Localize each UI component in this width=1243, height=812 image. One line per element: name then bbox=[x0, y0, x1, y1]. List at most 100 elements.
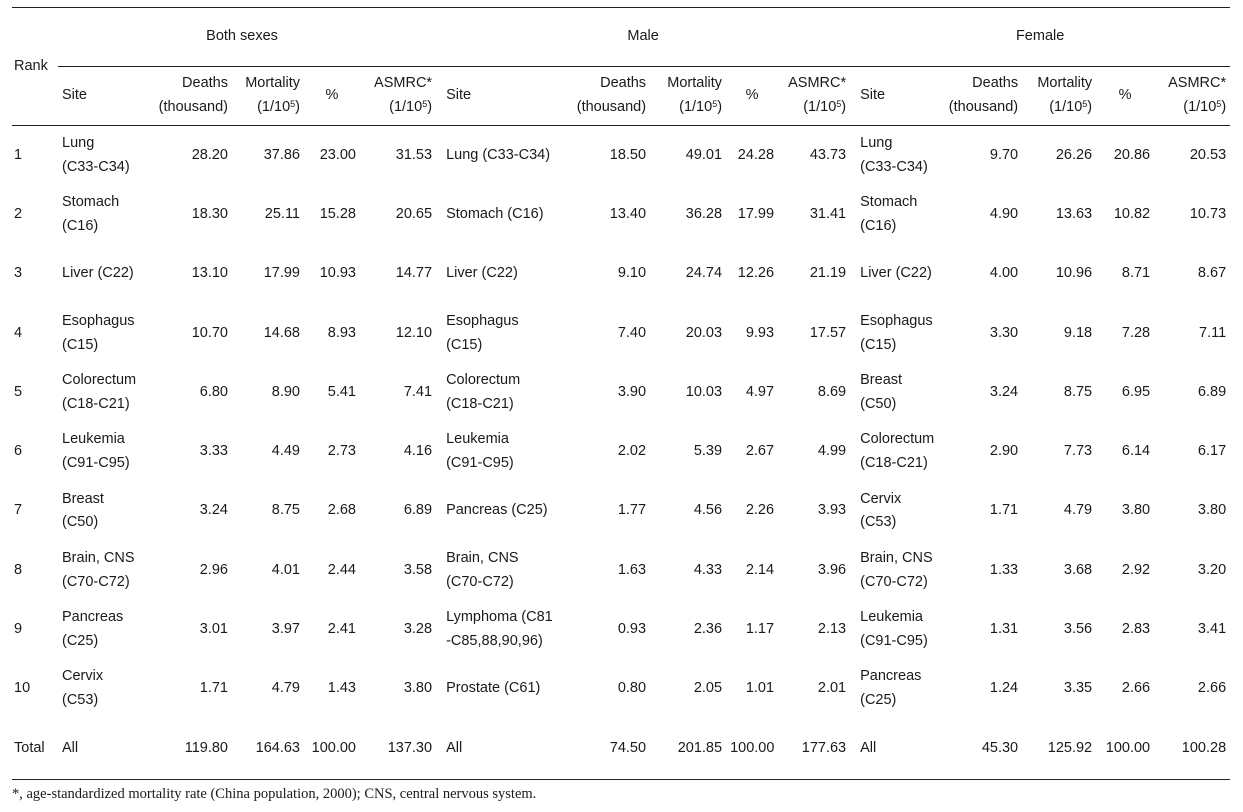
asmrc-cell-both: 4.16 bbox=[403, 443, 433, 460]
deaths-cell-both: 3.01 bbox=[199, 621, 228, 638]
table-row: 1 Lung (C33-C34) 28.20 37.86 23.00 31.53 Lung (… bbox=[12, 125, 1231, 186]
rank-cell: 5 bbox=[14, 383, 23, 400]
table-body: 1 Lung (C33-C34) 28.20 37.86 23.00 31.53 Lung (… bbox=[12, 125, 1231, 780]
mortality-cell-female: 125.92 bbox=[1022, 718, 1097, 780]
asmrc-cell-both: 12.10 bbox=[395, 324, 433, 341]
table-row: 9 Pancreas (C25) 3.01 3.97 2.41 3.28 Lymphoma (… bbox=[12, 600, 1230, 659]
site-cell-male: Liver (C22) bbox=[446, 265, 518, 282]
percent-cell-both: 2.68 bbox=[327, 502, 356, 519]
site-cell-male: All bbox=[436, 718, 567, 780]
total-row: Total All 119.80 164.63 100.00 137.30 All 74.50… bbox=[12, 718, 1231, 780]
mortality-cell-both: 8.75 bbox=[271, 502, 300, 519]
table-row: 2 Stomach (C16) 18.30 25.11 15.28 20.65 Stomach… bbox=[12, 185, 1230, 244]
deaths-cell-female: 9.70 bbox=[940, 125, 1023, 186]
mortality-table: Rank Both sexes Male Female Site Deaths(… bbox=[12, 7, 1231, 780]
mortality-cell-female: 8.75 bbox=[1063, 383, 1093, 400]
group-header-male: Male bbox=[436, 7, 851, 67]
deaths-cell-both: 3.24 bbox=[199, 502, 228, 519]
rank-cell: 7 bbox=[14, 502, 23, 519]
percent-cell-both: 23.00 bbox=[304, 125, 360, 186]
deaths-cell-male: 0.93 bbox=[617, 621, 647, 638]
table-row: 4 Esophagus (C15) 10.70 14.68 8.93 12.10 Esopha… bbox=[12, 304, 1230, 363]
asmrc-cell-both: 31.53 bbox=[360, 125, 437, 186]
mortality-cell-both: 4.01 bbox=[271, 561, 300, 578]
mortality-cell-female: 3.35 bbox=[1063, 680, 1093, 697]
asmrc-cell-female: 20.53 bbox=[1154, 125, 1231, 186]
percent-cell-female: 6.14 bbox=[1121, 443, 1151, 460]
site-cell-male: Brain, CNS (C70-C72) bbox=[446, 549, 519, 590]
table-row: 5 Colorectum (C18-C21) 6.80 8.90 5.41 7.41 Colo… bbox=[12, 363, 1230, 422]
asmrc-cell-female: 100.28 bbox=[1154, 718, 1231, 780]
site-cell-both: Cervix (C53) bbox=[62, 668, 104, 709]
site-cell-female: All bbox=[850, 718, 941, 780]
percent-cell-both: 1.43 bbox=[327, 680, 356, 697]
mortality-cell-male: 5.39 bbox=[693, 443, 723, 460]
asmrc-cell-female: 2.66 bbox=[1197, 680, 1227, 697]
site-cell-female: Breast (C50) bbox=[860, 371, 903, 412]
deaths-cell-female: 1.31 bbox=[989, 621, 1019, 638]
mortality-cell-both: 4.49 bbox=[271, 443, 300, 460]
rank-cell: 8 bbox=[14, 561, 23, 578]
percent-cell-both: 100.00 bbox=[304, 718, 360, 780]
percent-cell-both: 8.93 bbox=[327, 324, 356, 341]
mortality-cell-both: 164.63 bbox=[232, 718, 304, 780]
percent-cell-female: 10.82 bbox=[1113, 205, 1151, 222]
asmrc-header-both: ASMRC* (1/105) bbox=[360, 66, 437, 126]
site-cell-female: Stomach (C16) bbox=[860, 194, 918, 234]
deaths-cell-both: 28.20 bbox=[146, 125, 232, 186]
table-row: 3 Liver (C22) 13.10 17.99 10.93 14.77 Liver (C… bbox=[12, 245, 1230, 304]
asmrc-cell-female: 3.41 bbox=[1197, 621, 1227, 638]
deaths-cell-male: 18.50 bbox=[566, 125, 651, 186]
deaths-cell-female: 1.71 bbox=[989, 502, 1019, 519]
asmrc-cell-both: 6.89 bbox=[403, 502, 433, 519]
rank-header: Rank bbox=[12, 7, 58, 126]
percent-cell-female: 3.80 bbox=[1121, 502, 1151, 519]
asmrc-cell-female: 3.80 bbox=[1197, 502, 1227, 519]
percent-cell-male: 2.14 bbox=[745, 561, 775, 578]
deaths-cell-male: 0.80 bbox=[617, 680, 647, 697]
asmrc-cell-male: 3.93 bbox=[817, 502, 847, 519]
site-cell-both: All bbox=[58, 718, 146, 780]
percent-cell-male: 12.26 bbox=[737, 265, 775, 282]
deaths-cell-male: 3.90 bbox=[617, 383, 647, 400]
site-cell-male: Esophagus (C15) bbox=[446, 312, 519, 353]
header-column-row: Site Deaths (thousand) Mortality (1/105) %… bbox=[12, 66, 1231, 126]
deaths-cell-both: 6.80 bbox=[199, 383, 228, 400]
site-cell-female: Brain, CNS (C70-C72) bbox=[860, 549, 933, 590]
site-cell-both: Lung (C33-C34) bbox=[58, 125, 146, 186]
asmrc-cell-male: 3.96 bbox=[817, 561, 847, 578]
header-group-row: Rank Both sexes Male Female bbox=[12, 7, 1231, 126]
table-row: 8 Brain, CNS (C70-C72) 2.96 4.01 2.44 3.58 Brai… bbox=[12, 541, 1230, 600]
rank-cell: 6 bbox=[14, 443, 23, 460]
percent-cell-male: 24.28 bbox=[726, 125, 779, 186]
asmrc-cell-male: 4.99 bbox=[817, 443, 847, 460]
deaths-header-both: Deaths (thousand) bbox=[146, 66, 232, 126]
percent-cell-both: 15.28 bbox=[319, 205, 356, 222]
deaths-cell-both: 18.30 bbox=[191, 205, 228, 222]
asmrc-cell-both: 3.58 bbox=[403, 561, 433, 578]
site-cell-female: Cervix (C53) bbox=[860, 490, 902, 531]
mortality-cell-male: 4.56 bbox=[693, 502, 723, 519]
site-cell-female: Lung (C33-C34) bbox=[850, 125, 941, 186]
site-cell-female: Esophagus (C15) bbox=[860, 312, 933, 353]
mortality-cell-female: 3.68 bbox=[1063, 561, 1093, 578]
asmrc-cell-female: 6.17 bbox=[1197, 443, 1227, 460]
deaths-cell-male: 13.40 bbox=[609, 205, 647, 222]
deaths-cell-female: 3.30 bbox=[989, 324, 1019, 341]
percent-cell-male: 100.00 bbox=[726, 718, 779, 780]
site-cell-male: Stomach (C16) bbox=[446, 205, 544, 222]
deaths-cell-male: 1.77 bbox=[617, 502, 647, 519]
mortality-cell-female: 7.73 bbox=[1063, 443, 1093, 460]
mortality-cell-female: 13.63 bbox=[1055, 205, 1093, 222]
mortality-cell-female: 4.79 bbox=[1063, 502, 1093, 519]
mortality-cell-female: 9.18 bbox=[1063, 324, 1093, 341]
table-row: 6 Leukemia (C91-C95) 3.33 4.49 2.73 4.16 Leukem… bbox=[12, 422, 1230, 481]
asmrc-cell-male: 2.13 bbox=[817, 621, 847, 638]
deaths-cell-male: 2.02 bbox=[617, 443, 647, 460]
asmrc-cell-male: 31.41 bbox=[809, 205, 847, 222]
percent-cell-female: 7.28 bbox=[1121, 324, 1151, 341]
site-header-female: Site bbox=[850, 66, 941, 126]
site-cell-both: Leukemia (C91-C95) bbox=[62, 431, 130, 472]
mortality-cell-both: 37.86 bbox=[232, 125, 304, 186]
